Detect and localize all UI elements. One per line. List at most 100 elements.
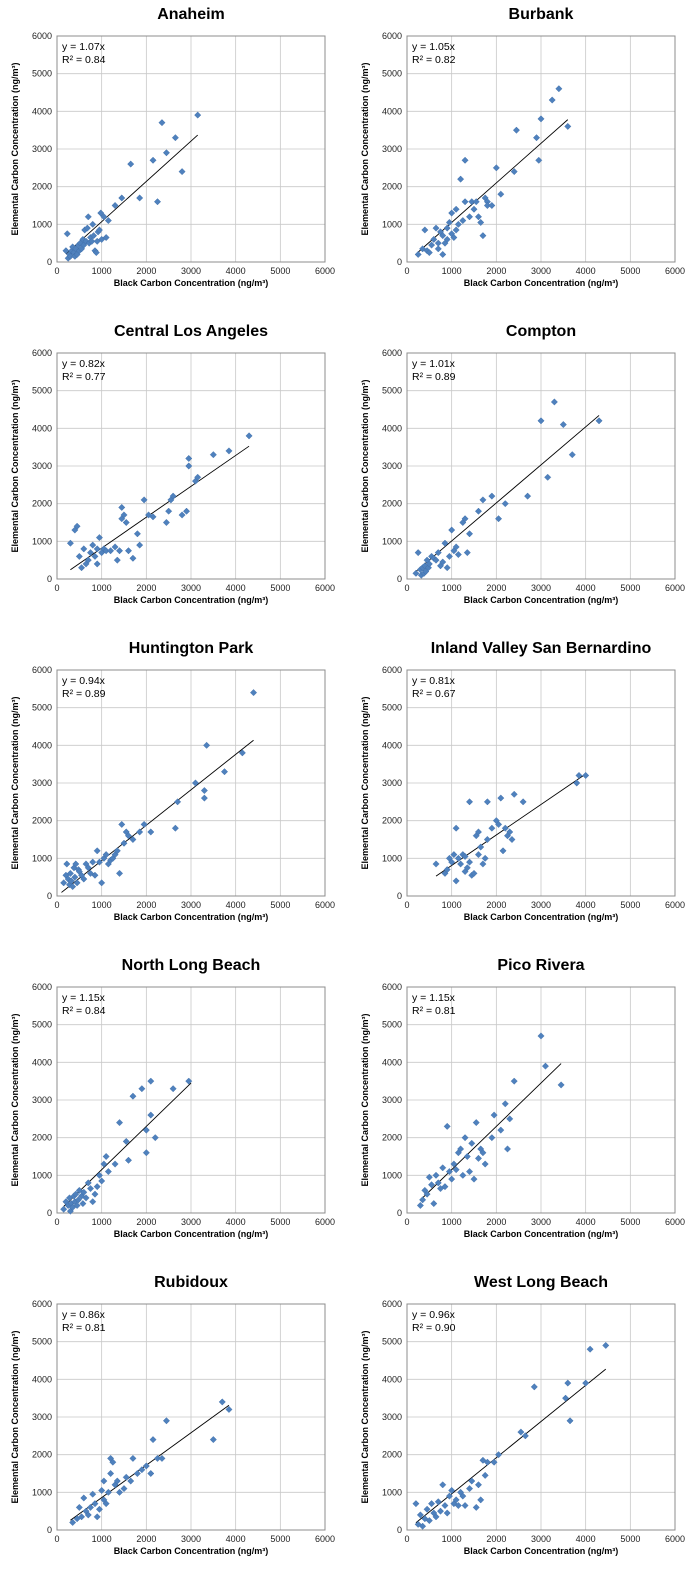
data-point (470, 869, 478, 877)
y-tick-label: 6000 (382, 1299, 402, 1309)
y-tick-label: 2000 (382, 1133, 402, 1143)
x-tick-label: 1000 (92, 1217, 112, 1227)
y-tick-label: 4000 (32, 1057, 52, 1067)
data-point (102, 1500, 110, 1508)
data-point (169, 492, 177, 500)
y-tick-label: 1000 (382, 853, 402, 863)
data-point (80, 1494, 88, 1502)
data-point (434, 1498, 442, 1506)
data-point (430, 1200, 438, 1208)
data-point (568, 451, 576, 459)
x-tick-label: 5000 (270, 266, 290, 276)
data-point (64, 875, 72, 883)
data-point (129, 1092, 137, 1100)
data-point (142, 1462, 150, 1470)
y-tick-label: 0 (397, 574, 402, 584)
data-point (225, 1405, 233, 1413)
y-tick-label: 5000 (32, 386, 52, 396)
data-point (113, 1477, 121, 1485)
data-point (122, 1137, 130, 1145)
x-tick-label: 3000 (181, 1534, 201, 1544)
x-tick-label: 6000 (315, 900, 335, 910)
data-point (93, 545, 101, 553)
regression-equation: y = 0.96x (412, 1309, 456, 1321)
data-point (537, 417, 545, 425)
data-point (466, 1168, 474, 1176)
data-point (147, 1077, 155, 1085)
data-point (194, 111, 202, 119)
y-tick-label: 5000 (382, 386, 402, 396)
x-tick-label: 1000 (442, 1217, 462, 1227)
data-point (492, 164, 500, 172)
data-point (92, 249, 100, 257)
x-tick-label: 2000 (136, 1217, 156, 1227)
x-tick-label: 0 (404, 583, 409, 593)
data-point (452, 877, 460, 885)
data-point (72, 860, 80, 868)
data-point (111, 1160, 119, 1168)
data-point (445, 552, 453, 560)
data-point (93, 1513, 101, 1521)
data-point (506, 828, 514, 836)
y-tick-label: 1000 (32, 853, 52, 863)
y-tick-label: 6000 (32, 31, 52, 41)
data-point (116, 547, 124, 555)
y-tick-label: 3000 (32, 1412, 52, 1422)
data-point (450, 851, 458, 859)
data-point (147, 1111, 155, 1119)
data-point (470, 1175, 478, 1183)
y-tick-label: 5000 (32, 1020, 52, 1030)
data-point (466, 858, 474, 866)
y-tick-label: 0 (47, 1525, 52, 1535)
y-tick-label: 1000 (382, 1487, 402, 1497)
data-point (501, 500, 509, 508)
data-point (73, 1201, 81, 1209)
y-tick-label: 4000 (382, 1374, 402, 1384)
y-tick-label: 4000 (32, 740, 52, 750)
scatter-chart: Burbank 0 1000 2000 3000 4000 5000 6000 0 1000 200… (360, 6, 685, 288)
y-tick-label: 6000 (32, 665, 52, 675)
x-tick-label: 6000 (315, 1534, 335, 1544)
data-point (454, 551, 462, 558)
data-point (185, 462, 193, 470)
data-point (191, 779, 199, 787)
data-point (524, 492, 532, 500)
data-point (138, 1466, 146, 1474)
data-point (466, 213, 474, 221)
y-tick-label: 6000 (32, 348, 52, 358)
y-tick-label: 5000 (32, 703, 52, 713)
r-squared-label: R² = 0.84 (62, 54, 106, 66)
data-point (555, 85, 563, 93)
data-point (91, 1500, 99, 1508)
data-point (129, 554, 137, 562)
data-point (437, 1507, 444, 1515)
y-tick-label: 4000 (382, 106, 402, 116)
data-point (97, 209, 105, 217)
data-point (95, 858, 103, 866)
data-point (466, 798, 474, 806)
data-point (452, 543, 460, 551)
y-tick-label: 0 (47, 574, 52, 584)
chart-title: West Long Beach (474, 1274, 608, 1291)
chart-title: Anaheim (157, 6, 225, 23)
data-point (89, 220, 97, 228)
data-point (69, 883, 77, 891)
y-tick-label: 4000 (32, 106, 52, 116)
data-point (479, 1456, 487, 1464)
data-point (78, 1513, 86, 1521)
data-point (459, 1171, 467, 1179)
data-point (452, 205, 460, 213)
data-point (474, 507, 482, 515)
data-point (80, 875, 88, 883)
data-point (474, 1481, 482, 1489)
data-point (483, 1458, 491, 1466)
x-tick-label: 2000 (136, 900, 156, 910)
x-tick-label: 4000 (226, 583, 246, 593)
y-tick-label: 2000 (32, 499, 52, 509)
data-point (136, 194, 144, 202)
data-point (439, 1164, 447, 1172)
data-point (474, 851, 482, 859)
data-point (111, 543, 119, 551)
data-point (416, 1511, 424, 1519)
x-tick-label: 3000 (531, 900, 551, 910)
